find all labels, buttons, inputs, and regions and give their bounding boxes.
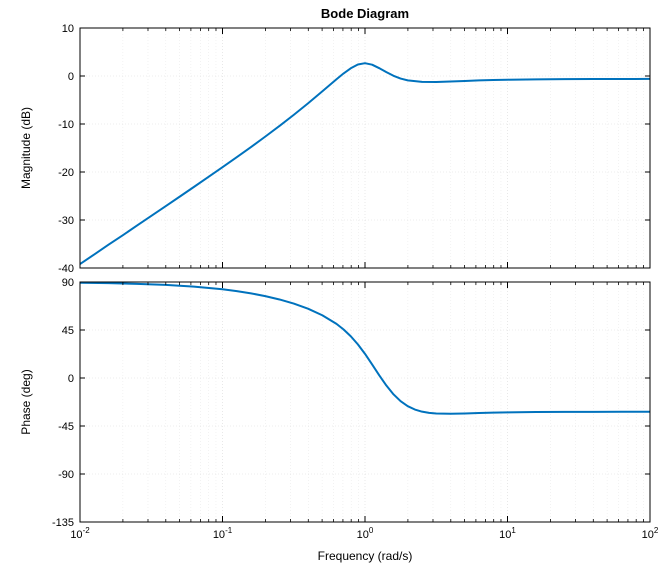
ytick-label: -40 [58, 263, 74, 275]
ytick-label: -10 [58, 119, 74, 131]
bode-diagram: Bode Diagram -40 -30 -20 -10 0 10 Magnitude (dB… [0, 0, 663, 571]
bode-svg: Bode Diagram -40 -30 -20 -10 0 10 Magnitude (dB… [0, 0, 663, 571]
ytick-label: -90 [58, 469, 74, 481]
xtick-label: 101 [499, 526, 516, 541]
ytick-label: 10 [62, 23, 74, 35]
ytick-label: 90 [62, 277, 74, 289]
ytick-label: -30 [58, 215, 74, 227]
ytick-label: -135 [52, 517, 74, 529]
xtick-label: 102 [642, 526, 659, 541]
xtick-label: 10-2 [70, 526, 90, 541]
ylabel: Phase (deg) [19, 369, 33, 434]
chart-title: Bode Diagram [321, 6, 409, 21]
xlabel: Frequency (rad/s) [318, 549, 413, 563]
ytick-label: 0 [68, 373, 74, 385]
ylabel: Magnitude (dB) [19, 107, 33, 189]
ytick-label: -20 [58, 167, 74, 179]
ytick-label: 45 [62, 325, 74, 337]
xtick-label: 100 [357, 526, 374, 541]
ytick-label: -45 [58, 421, 74, 433]
xtick-label: 10-1 [213, 526, 233, 541]
ytick-label: 0 [68, 71, 74, 83]
